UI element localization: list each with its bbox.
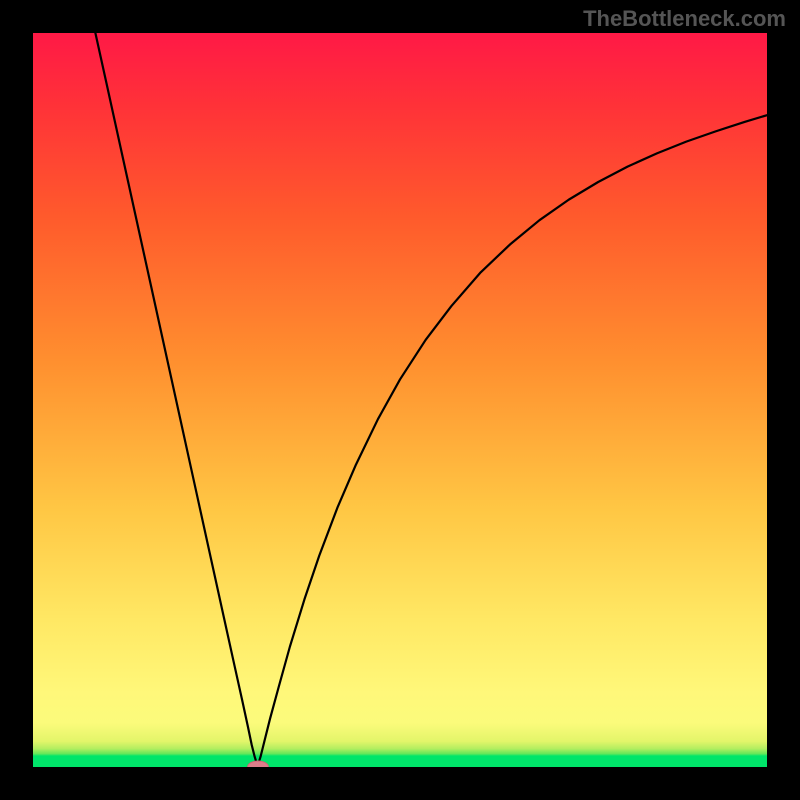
optimal-point-marker: [247, 761, 269, 768]
bottleneck-curve: [95, 33, 767, 767]
plot-area: [33, 33, 767, 767]
watermark-text: TheBottleneck.com: [583, 6, 786, 32]
curve-svg: [33, 33, 767, 767]
